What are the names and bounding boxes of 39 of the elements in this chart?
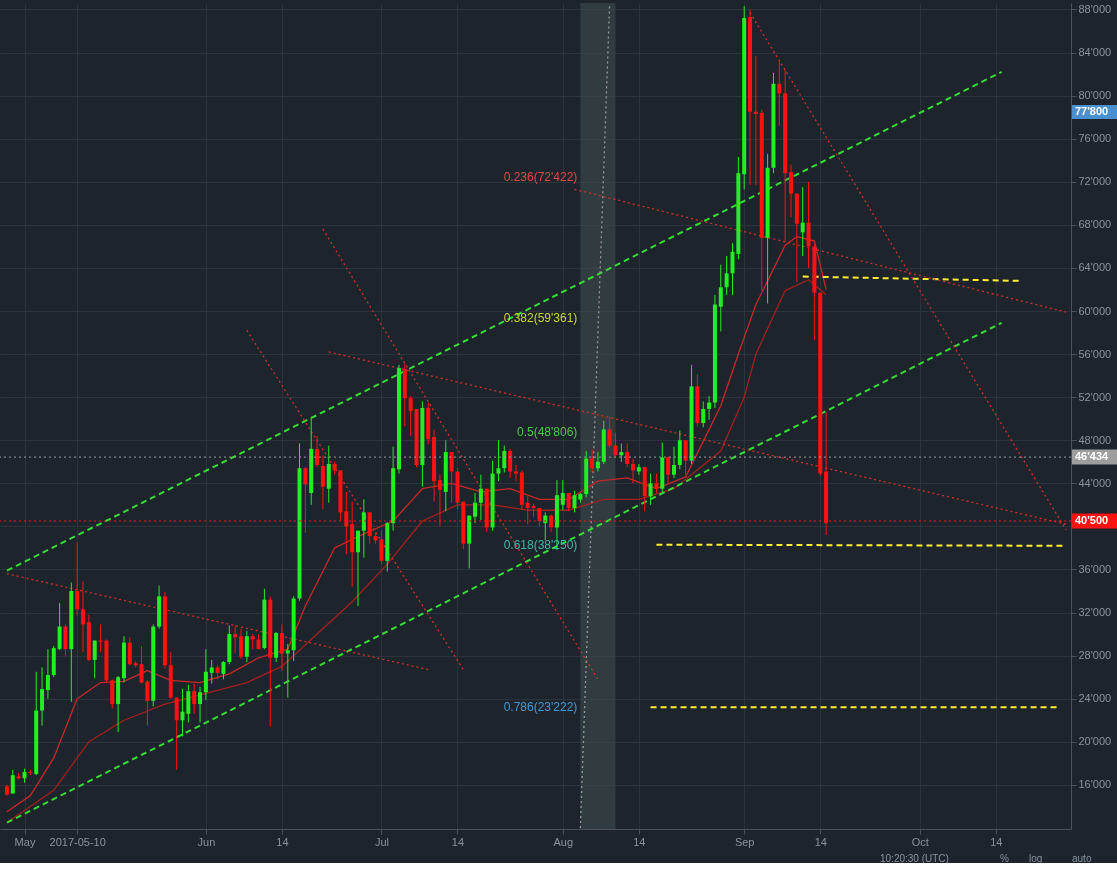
y-tick-label: 24'000 (1078, 692, 1112, 705)
x-tick-label: Sep (734, 835, 755, 848)
annotation: 0.5(48'806) (517, 424, 578, 439)
y-tick-label: 88'000 (1078, 2, 1112, 15)
y-tick-label: 64'000 (1078, 261, 1112, 274)
y-tick-label: 60'000 (1078, 304, 1112, 317)
y-tick-label: 52'000 (1078, 390, 1112, 403)
x-tick-label: 14 (276, 835, 289, 848)
annotation: 0.236(72'422) (503, 170, 578, 185)
y-tick-label: 28'000 (1078, 649, 1112, 662)
annotation: 0.786(23'222) (503, 700, 578, 715)
y-tick-label: 68'000 (1078, 218, 1112, 231)
y-tick-label: 16'000 (1078, 778, 1112, 791)
x-tick-label: Jun (197, 835, 216, 848)
y-tick-label: 76'000 (1078, 132, 1112, 145)
x-tick-label: 14 (990, 835, 1003, 848)
y-tick-label: 80'000 (1078, 89, 1112, 102)
text: % (1000, 853, 1009, 864)
annotation: 0.382(59'361) (503, 310, 578, 325)
text: auto (1072, 853, 1092, 864)
y-tick-label: 72'000 (1078, 175, 1112, 188)
text: 77'800 (1075, 105, 1109, 117)
y-tick-label: 48'000 (1078, 433, 1112, 446)
y-tick-label: 36'000 (1078, 562, 1112, 575)
x-tick-label: Aug (553, 835, 574, 848)
x-tick-label: Oct (911, 835, 929, 848)
ref-line-label: 40'500 (1075, 514, 1109, 526)
y-tick-label: 44'000 (1078, 476, 1112, 489)
x-tick-label: 14 (814, 835, 827, 848)
y-tick-label: 32'000 (1078, 606, 1112, 619)
y-tick-label: 84'000 (1078, 46, 1112, 59)
y-tick-label: 56'000 (1078, 347, 1112, 360)
x-tick-label: May (14, 835, 36, 848)
x-tick-label: 14 (633, 835, 646, 848)
ref-line-label: 46'434 (1075, 450, 1110, 463)
x-tick-label: 14 (451, 835, 465, 848)
x-tick-label: 2017-05-10 (49, 835, 106, 848)
y-tick-label: 20'000 (1078, 735, 1112, 748)
x-tick-label: Jul (374, 835, 389, 848)
